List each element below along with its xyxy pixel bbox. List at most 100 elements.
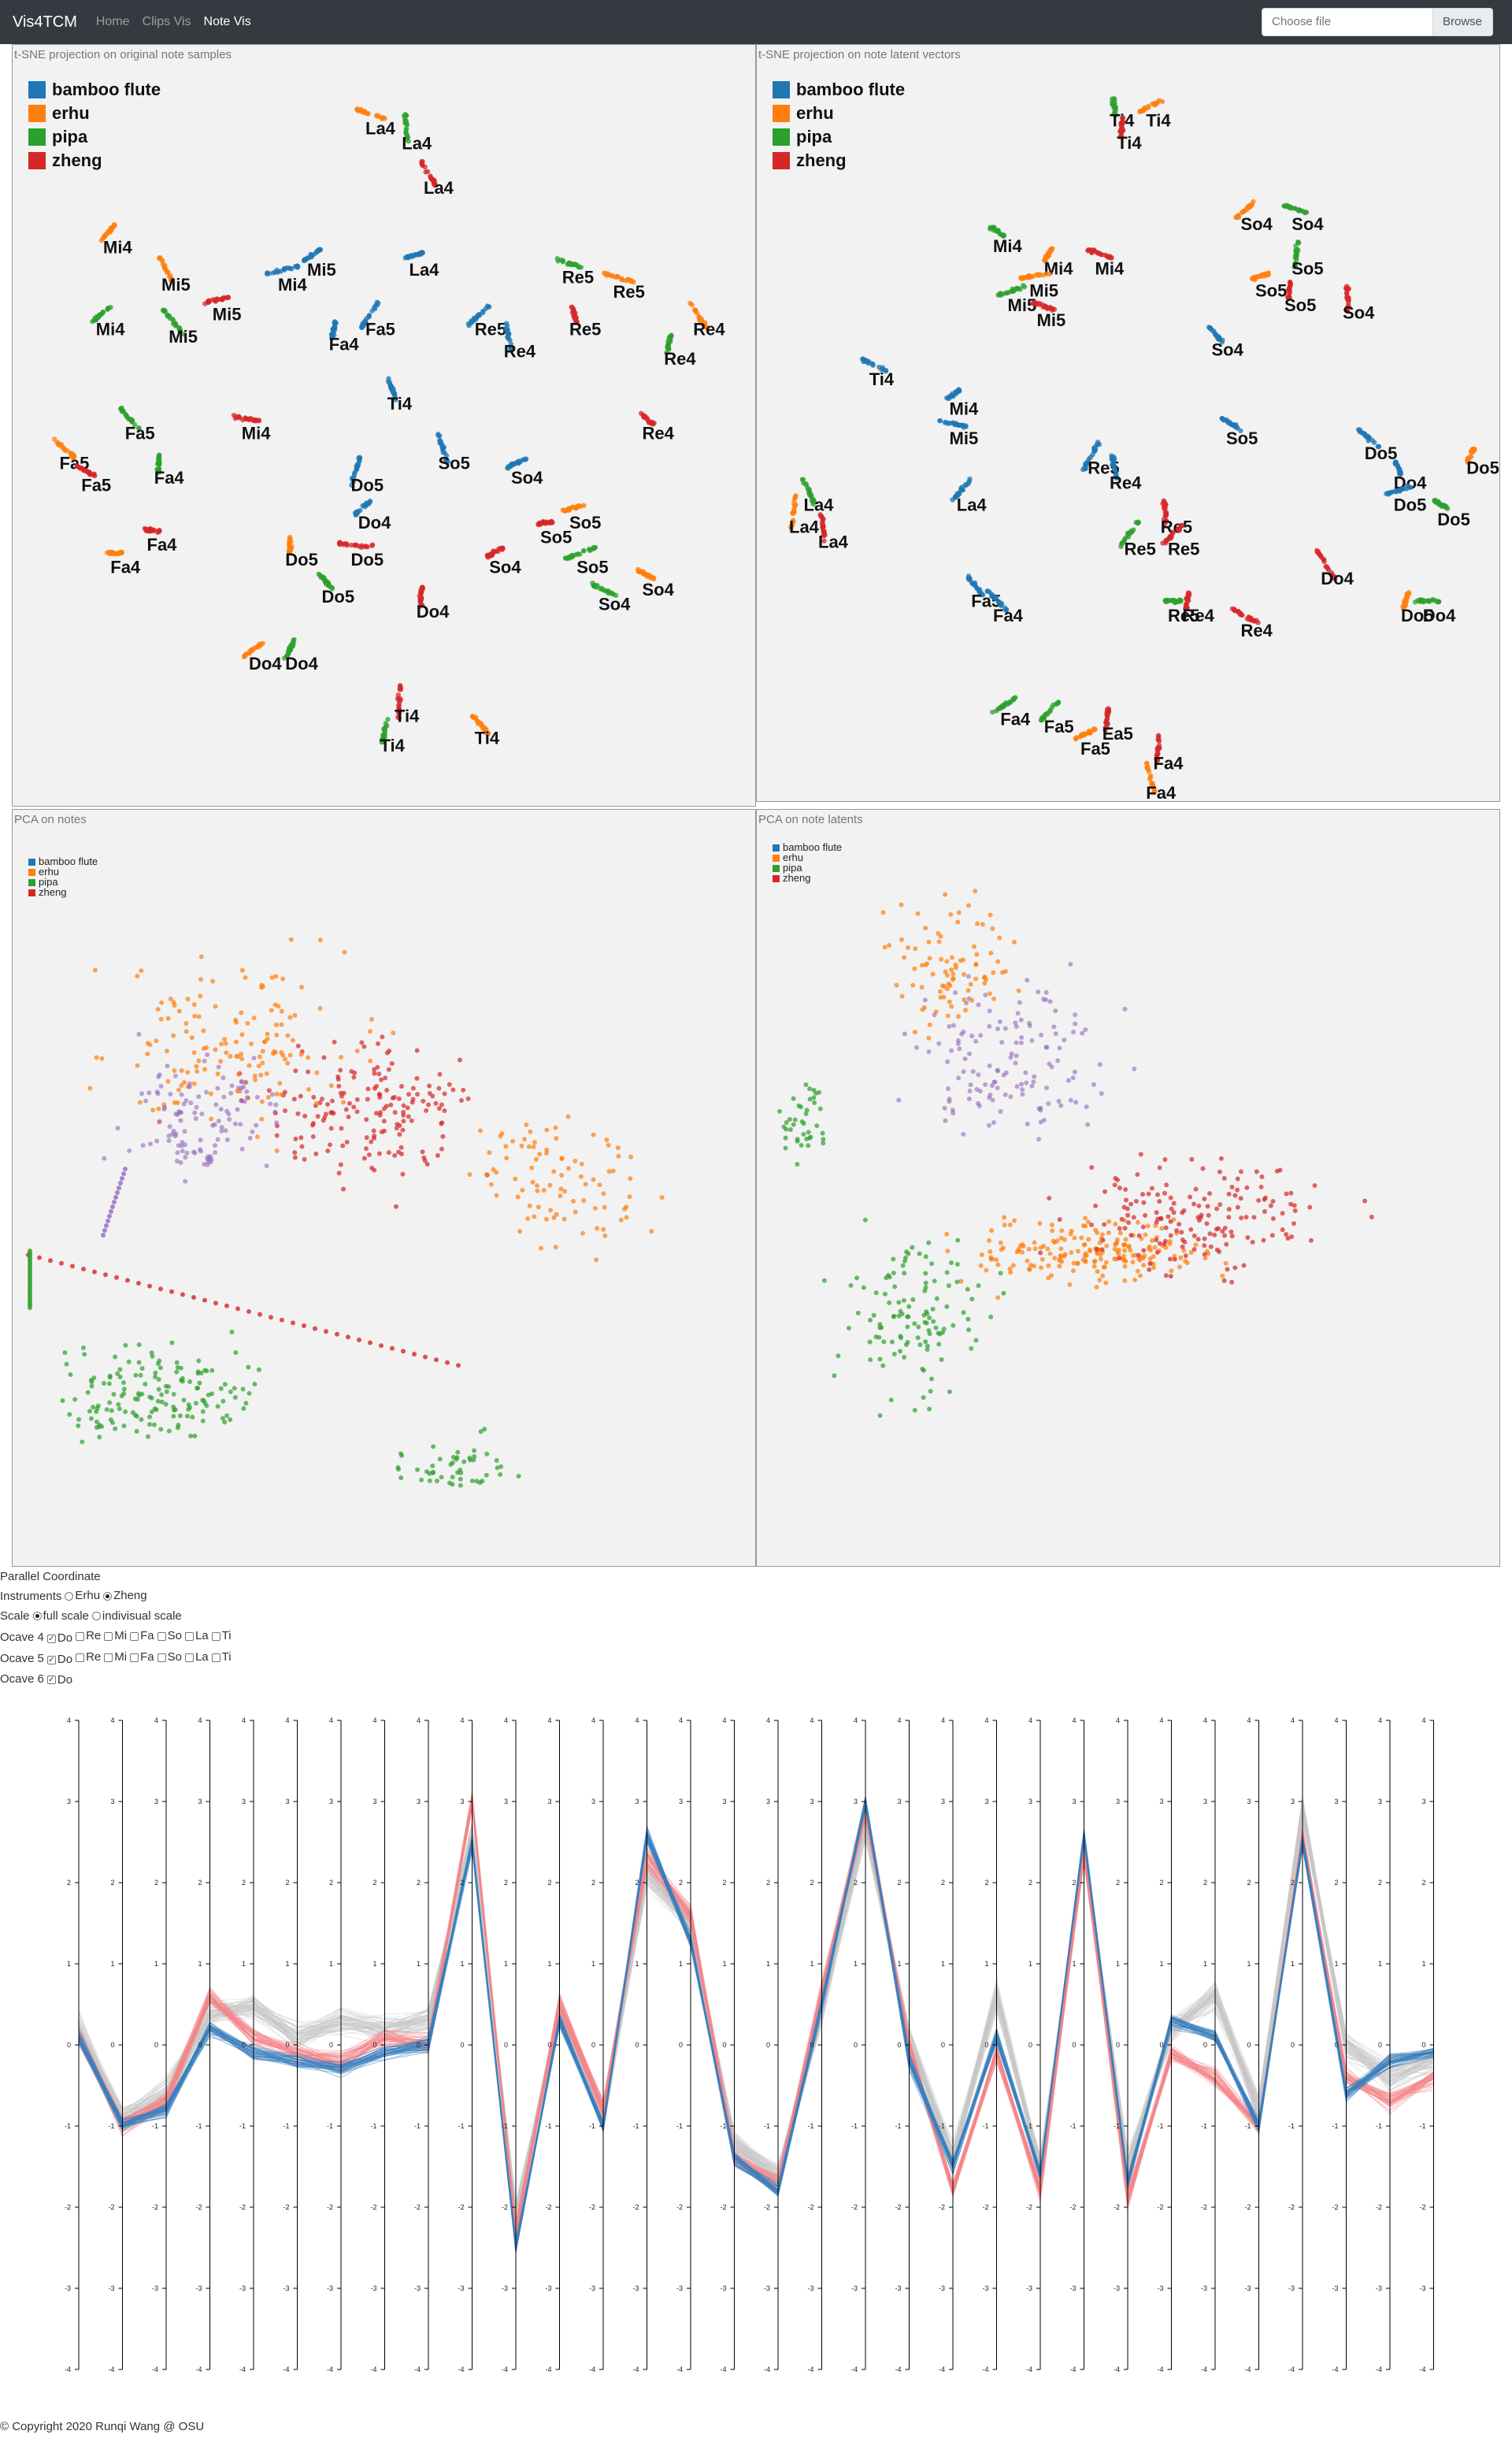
cluster[interactable]: Fa4 bbox=[329, 319, 360, 354]
cluster[interactable]: Mi5 bbox=[937, 417, 978, 448]
octave4-checkbox[interactable]: ✓ bbox=[46, 1634, 56, 1643]
cluster[interactable]: Re4 bbox=[1183, 590, 1215, 625]
nav-home-link[interactable]: Home bbox=[95, 15, 130, 28]
cluster[interactable]: Re5 bbox=[1160, 522, 1199, 559]
brand[interactable]: Vis4TCM bbox=[13, 13, 77, 31]
octave5-option[interactable]: Ti bbox=[209, 1648, 232, 1667]
cluster[interactable]: Re4 bbox=[1229, 606, 1273, 640]
octave4-checkbox[interactable] bbox=[184, 1631, 194, 1641]
cluster[interactable]: Do5 bbox=[316, 571, 355, 607]
cluster[interactable]: Mi5 bbox=[1018, 271, 1058, 300]
cluster[interactable]: So4 bbox=[1206, 325, 1244, 359]
octave5-option[interactable]: ✓ Do bbox=[44, 1650, 72, 1669]
cluster[interactable]: Do4 bbox=[417, 584, 450, 622]
cluster[interactable]: So4 bbox=[1281, 202, 1324, 234]
cluster[interactable]: La4 bbox=[950, 476, 987, 515]
cluster[interactable]: Fa4 bbox=[984, 588, 1024, 625]
cluster[interactable]: So5 bbox=[1250, 270, 1287, 300]
cluster[interactable]: So5 bbox=[536, 518, 572, 547]
cluster[interactable]: Do5 bbox=[1384, 483, 1426, 514]
octave4-option[interactable]: Re bbox=[72, 1627, 101, 1646]
cluster[interactable]: Mi4 bbox=[988, 225, 1022, 256]
cluster[interactable]: La4 bbox=[354, 106, 396, 139]
octave6-option[interactable]: ✓ Do bbox=[44, 1671, 72, 1690]
cluster[interactable]: Ti4 bbox=[1137, 98, 1171, 131]
octave5-option[interactable]: La bbox=[182, 1648, 209, 1667]
cluster[interactable]: Fa4 bbox=[990, 695, 1031, 729]
cluster[interactable]: Fa4 bbox=[154, 452, 185, 488]
octave4-option[interactable]: La bbox=[182, 1627, 209, 1646]
cluster[interactable]: Mi4 bbox=[90, 305, 125, 339]
cluster[interactable]: Mi4 bbox=[264, 263, 308, 295]
cluster[interactable]: Do5 bbox=[1464, 446, 1499, 478]
cluster[interactable]: Re5 bbox=[1118, 519, 1156, 559]
cluster[interactable]: Do4 bbox=[242, 640, 282, 674]
cluster[interactable]: Re5 bbox=[569, 304, 601, 340]
file-input[interactable]: Choose file bbox=[1262, 8, 1433, 36]
octave4-option[interactable]: ✓ Do bbox=[44, 1629, 72, 1648]
nav-clips-vis-link[interactable]: Clips Vis bbox=[142, 15, 191, 28]
tsne-original-plot[interactable]: bamboo fluteerhupipazhengLa4La4La4Mi4Mi5… bbox=[13, 45, 757, 807]
cluster[interactable]: Fa4 bbox=[142, 525, 178, 555]
cluster[interactable]: Mi4 bbox=[944, 387, 979, 418]
cluster[interactable]: Do5 bbox=[285, 534, 318, 570]
cluster[interactable]: So4 bbox=[1233, 199, 1273, 234]
cluster[interactable]: So5 bbox=[435, 431, 470, 473]
scale-radio[interactable] bbox=[32, 1612, 42, 1620]
cluster[interactable]: Do4 bbox=[352, 498, 391, 533]
cluster[interactable]: Ti4 bbox=[1110, 95, 1135, 131]
cluster[interactable]: Ti4 bbox=[860, 356, 895, 389]
octave4-option[interactable]: Fa bbox=[127, 1627, 154, 1646]
octave5-option[interactable]: Mi bbox=[101, 1648, 127, 1667]
cluster[interactable]: Re5 bbox=[1160, 498, 1192, 537]
cluster[interactable]: Do5 bbox=[349, 455, 384, 495]
cluster[interactable]: La4 bbox=[799, 477, 835, 514]
cluster[interactable]: La4 bbox=[402, 249, 440, 280]
instrument-radio[interactable] bbox=[65, 1591, 74, 1601]
cluster[interactable]: Ti4 bbox=[395, 682, 420, 725]
cluster[interactable]: So4 bbox=[590, 580, 631, 614]
octave4-checkbox[interactable] bbox=[130, 1631, 139, 1641]
cluster[interactable]: La4 bbox=[401, 112, 432, 153]
cluster[interactable]: Fa5 bbox=[1073, 726, 1110, 759]
cluster[interactable]: Re5 bbox=[465, 303, 506, 339]
octave5-checkbox[interactable] bbox=[211, 1653, 220, 1662]
cluster[interactable]: La4 bbox=[419, 158, 454, 198]
octave4-option[interactable]: So bbox=[154, 1627, 182, 1646]
octave5-checkbox[interactable] bbox=[76, 1653, 85, 1662]
cluster[interactable]: Do5 bbox=[1355, 427, 1397, 463]
cluster[interactable]: Mi5 bbox=[157, 254, 191, 295]
octave6-checkbox[interactable]: ✓ bbox=[46, 1675, 56, 1684]
cluster[interactable]: Mi5 bbox=[202, 294, 241, 325]
cluster[interactable]: Mi5 bbox=[1030, 299, 1065, 330]
octave5-checkbox[interactable] bbox=[157, 1653, 166, 1662]
cluster[interactable]: So4 bbox=[1343, 284, 1375, 323]
tsne-latent-plot[interactable]: bamboo fluteerhupipazhengTi4Ti4Ti4Mi4Mi4… bbox=[757, 45, 1501, 803]
cluster[interactable]: Re4 bbox=[1109, 453, 1142, 492]
scale-option[interactable]: indivisual scale bbox=[89, 1607, 182, 1626]
cluster[interactable]: Ti4 bbox=[1117, 115, 1142, 153]
octave5-checkbox[interactable] bbox=[184, 1653, 194, 1662]
cluster[interactable]: Fa5 bbox=[74, 462, 111, 495]
octave5-checkbox[interactable]: ✓ bbox=[46, 1655, 56, 1664]
scale-radio[interactable] bbox=[91, 1612, 101, 1620]
cluster[interactable]: Do4 bbox=[1314, 547, 1354, 589]
cluster[interactable]: Re4 bbox=[638, 410, 675, 443]
cluster[interactable]: Re4 bbox=[687, 300, 725, 340]
octave4-checkbox[interactable] bbox=[76, 1631, 85, 1641]
cluster[interactable]: Re4 bbox=[502, 321, 536, 362]
cluster[interactable]: Do4 bbox=[281, 636, 319, 674]
